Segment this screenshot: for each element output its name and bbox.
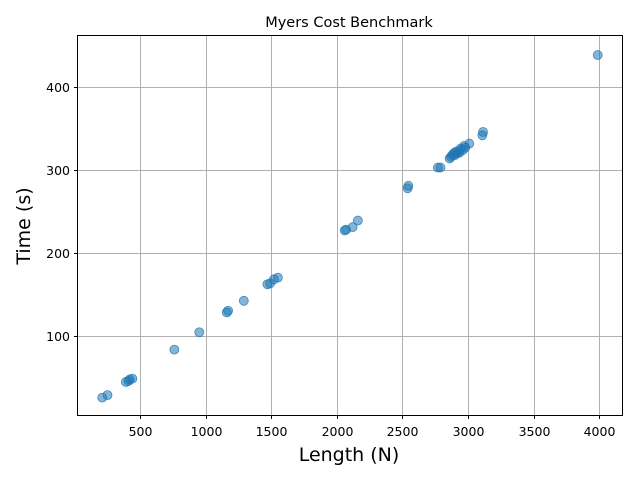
grid-lines <box>78 36 622 415</box>
scatter-point <box>127 373 138 384</box>
scatter-point <box>347 222 358 233</box>
x-axis-ticks: 500 1000 1500 2000 2500 3000 3500 4000 <box>129 415 616 439</box>
y-axis-ticks: 100 200 300 400 <box>46 80 78 344</box>
data-points <box>97 50 603 403</box>
chart-title: Myers Cost Benchmark <box>265 15 433 31</box>
x-tick-label: 3000 <box>453 424 485 439</box>
y-tick-label: 300 <box>46 163 70 178</box>
x-tick-label: 2500 <box>387 424 419 439</box>
plot-frame <box>77 35 623 416</box>
scatter-point <box>403 180 414 191</box>
scatter-point <box>194 327 205 338</box>
x-tick-label: 3500 <box>519 424 551 439</box>
y-tick-label: 100 <box>46 329 70 344</box>
scatter-point <box>223 305 233 316</box>
scatter-point <box>273 272 283 283</box>
y-tick-label: 400 <box>46 80 70 95</box>
scatter-point <box>102 390 113 401</box>
y-axis-label: Time (s) <box>13 187 35 265</box>
x-axis-label: Length (N) <box>299 444 400 466</box>
x-tick-label: 1000 <box>191 424 223 439</box>
x-tick-label: 4000 <box>584 424 616 439</box>
scatter-point <box>169 344 180 355</box>
x-tick-label: 2000 <box>322 424 354 439</box>
scatter-point <box>464 138 475 149</box>
x-tick-label: 1500 <box>256 424 288 439</box>
scatter-point <box>238 295 249 306</box>
scatter-point <box>592 50 603 60</box>
y-tick-label: 200 <box>46 246 70 261</box>
scatter-point <box>435 162 446 173</box>
scatter-point <box>478 127 488 137</box>
scatter-point <box>352 215 363 226</box>
x-tick-label: 500 <box>129 424 153 439</box>
